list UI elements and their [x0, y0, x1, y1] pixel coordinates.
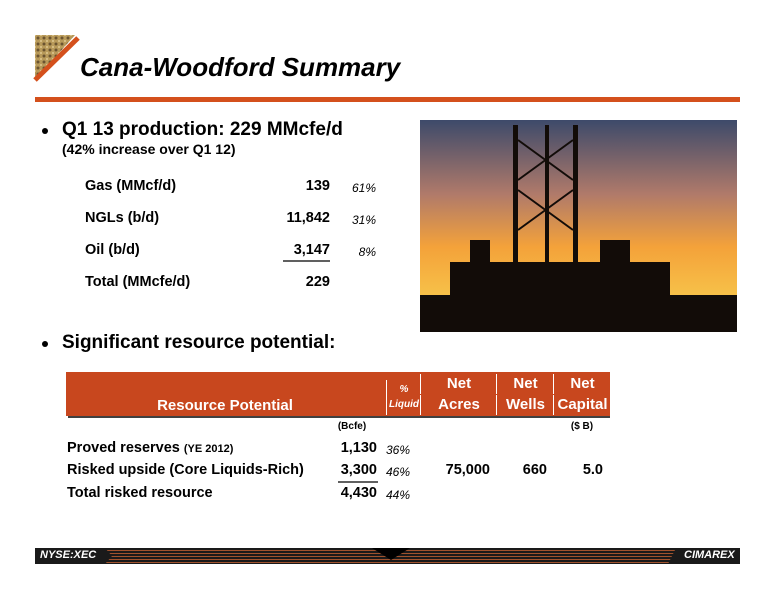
header-cell: Net	[553, 374, 611, 394]
bullet: Q1 13 production: 229 MMcfe/d	[62, 119, 343, 140]
row-value: 1,130	[340, 440, 377, 456]
header-cell: Liquid	[386, 395, 421, 415]
header-cell: Acres	[420, 395, 497, 415]
row-value: 3,300	[340, 462, 377, 478]
row-label: NGLs (b/d)	[85, 210, 160, 226]
row-label: Total (MMcfe/d)	[85, 274, 191, 290]
row-value: 75,000	[445, 462, 490, 478]
row-label: Proved reserves (YE 2012)	[67, 440, 234, 456]
row-percent: 44%	[386, 488, 411, 502]
header-cell: Capital	[553, 395, 611, 415]
row-percent: 31%	[351, 213, 376, 227]
header-cell: Wells	[496, 395, 554, 415]
row-label: Risked upside (Core Liquids-Rich)	[67, 462, 304, 478]
row-value: 5.0	[582, 462, 603, 478]
row-percent: 8%	[358, 245, 376, 259]
row-note: (YE 2012)	[183, 443, 234, 455]
row-value: 229	[305, 274, 330, 290]
row-percent: 61%	[351, 181, 376, 195]
row-value: 3,147	[293, 242, 330, 258]
row-value: 4,430	[340, 485, 377, 501]
unit: (Bcfe)	[337, 421, 367, 432]
bullet-sub: (42% increase over Q1 12)	[62, 141, 236, 157]
row-percent: 46%	[386, 465, 411, 479]
row-label: Total risked resource	[67, 485, 213, 501]
header-cell: Net	[496, 374, 554, 394]
row-label: Oil (b/d)	[85, 242, 140, 258]
row-label: Gas (MMcf/d)	[85, 178, 177, 194]
header-cell: Net	[420, 374, 497, 394]
header-cell: Resource Potential	[157, 397, 293, 414]
row-value: 11,842	[286, 210, 330, 226]
logo: CIMAREX	[684, 549, 735, 561]
resource-header	[66, 372, 610, 416]
ticker: NYSE:XEC	[40, 549, 97, 561]
row-percent: 36%	[386, 443, 411, 457]
header-cell: %	[386, 380, 421, 400]
row-value: 660	[522, 462, 547, 478]
unit: ($ B)	[570, 421, 594, 432]
row-value: 139	[305, 178, 330, 194]
bullet: Significant resource potential:	[62, 332, 336, 353]
title: Cana-Woodford Summary	[80, 52, 401, 82]
